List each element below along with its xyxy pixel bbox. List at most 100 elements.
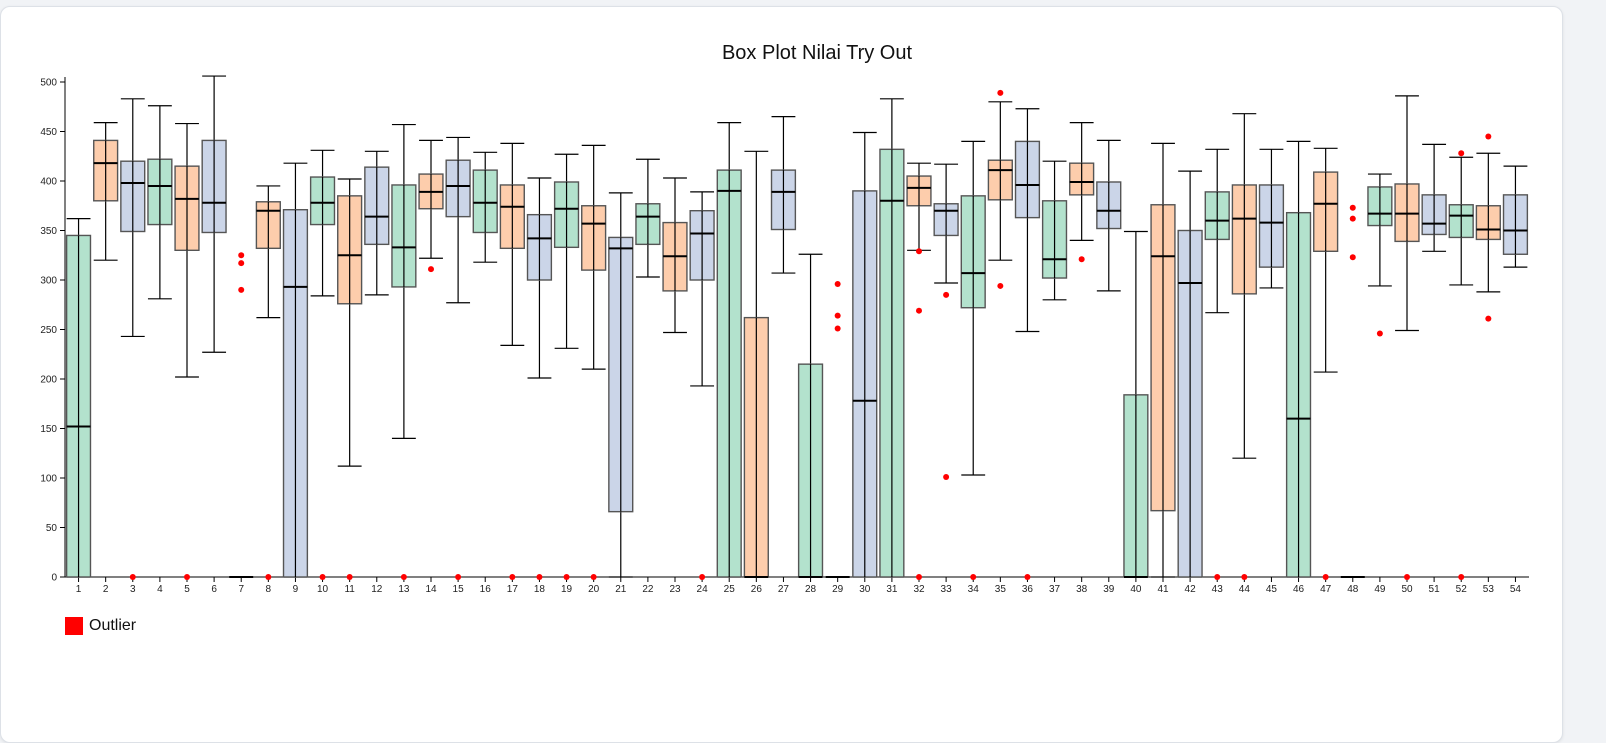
box-12 — [364, 150, 390, 296]
x-tick-label: 16 — [480, 584, 492, 595]
box-27 — [770, 116, 797, 274]
box-32 — [906, 162, 932, 580]
box-16 — [472, 151, 498, 263]
y-tick-label: 250 — [40, 325, 57, 336]
box-30 — [852, 131, 878, 578]
outlier-point — [455, 574, 462, 580]
box-1 — [65, 218, 92, 578]
outlier-point — [184, 574, 190, 580]
box-18 — [526, 177, 553, 580]
x-tick-label: 19 — [561, 584, 573, 595]
outlier-point — [428, 266, 434, 273]
y-tick-label: 0 — [51, 573, 57, 584]
outlier-point — [1458, 150, 1465, 157]
x-tick-label: 33 — [941, 584, 953, 595]
box-5 — [174, 122, 200, 580]
x-tick-label: 1 — [76, 584, 82, 595]
outlier-point — [834, 280, 841, 287]
outlier-point — [943, 474, 950, 481]
box-52 — [1448, 150, 1474, 580]
box-15 — [445, 136, 471, 580]
x-tick-label: 49 — [1374, 584, 1386, 595]
box-31 — [879, 98, 905, 578]
outlier-point — [997, 282, 1004, 289]
boxes — [65, 75, 1529, 580]
x-tick-label: 32 — [913, 584, 925, 595]
x-tick-label: 45 — [1266, 584, 1278, 595]
x-tick-label: 27 — [778, 584, 790, 595]
box-37 — [1041, 160, 1068, 301]
box-21 — [608, 192, 634, 578]
x-tick-label: 42 — [1185, 584, 1197, 595]
x-tick-label: 47 — [1320, 584, 1332, 595]
x-tick-label: 53 — [1483, 584, 1495, 595]
x-tick-label: 48 — [1347, 584, 1359, 595]
outlier-point — [1349, 254, 1356, 261]
outlier-point — [590, 574, 597, 580]
x-tick-label: 50 — [1401, 584, 1413, 595]
x-tick-label: 10 — [317, 584, 329, 595]
box-46 — [1285, 140, 1312, 578]
box-33 — [933, 163, 959, 481]
x-tick-label: 43 — [1212, 584, 1224, 595]
x-tick-label: 15 — [453, 584, 465, 595]
y-tick-label: 400 — [40, 177, 57, 188]
outlier-point — [699, 574, 706, 580]
outlier-point — [834, 325, 841, 332]
x-tick-label: 38 — [1076, 584, 1088, 595]
box-24 — [689, 191, 715, 580]
outlier-point — [970, 574, 977, 580]
outlier-point — [1376, 330, 1383, 337]
x-tick-label: 54 — [1510, 584, 1522, 595]
box-8 — [255, 185, 281, 580]
outlier-point — [1024, 574, 1031, 580]
box-2 — [93, 121, 119, 261]
box-34 — [960, 140, 986, 580]
x-tick-label: 13 — [398, 584, 410, 595]
box-20 — [581, 144, 607, 580]
x-tick-label: 22 — [642, 584, 654, 595]
x-tick-label: 36 — [1022, 584, 1034, 595]
x-tick-label: 28 — [805, 584, 817, 595]
box-42 — [1177, 170, 1203, 578]
x-tick-label: 17 — [507, 584, 519, 595]
x-tick-label: 40 — [1130, 584, 1142, 595]
legend: Outlier — [65, 617, 136, 635]
outlier-point — [346, 574, 353, 580]
outlier-point — [916, 307, 922, 314]
x-tick-label: 44 — [1239, 584, 1251, 595]
y-tick-label: 200 — [40, 375, 57, 386]
box-25 — [716, 121, 742, 578]
x-tick-label: 21 — [615, 584, 627, 595]
x-tick-label: 14 — [425, 584, 437, 595]
box-9 — [282, 162, 309, 578]
x-tick-label: 5 — [184, 584, 190, 595]
box-13 — [391, 123, 417, 580]
outlier-point — [1404, 574, 1410, 580]
outlier-point — [1078, 256, 1085, 263]
outlier-point — [1349, 204, 1356, 211]
x-tick-label: 39 — [1103, 584, 1115, 595]
outlier-point — [1458, 574, 1465, 580]
outlier-point — [129, 574, 136, 580]
box-17 — [499, 142, 525, 580]
box-28 — [797, 253, 824, 578]
y-tick-label: 500 — [40, 78, 57, 89]
x-tick-label: 20 — [588, 584, 600, 595]
outlier-point — [916, 574, 922, 580]
box-14 — [418, 139, 444, 273]
x-tick-label: 24 — [697, 584, 709, 595]
box-23 — [662, 177, 688, 334]
box-22 — [635, 158, 661, 278]
box-47 — [1313, 147, 1339, 580]
x-tick-label: 29 — [832, 584, 844, 595]
box-10 — [309, 149, 336, 580]
outlier-point — [319, 574, 326, 580]
outlier-point — [834, 312, 841, 319]
box-40 — [1123, 230, 1149, 578]
y-tick-label: 50 — [46, 523, 58, 534]
x-tick-label: 12 — [371, 584, 383, 595]
y-tick-label: 100 — [40, 474, 57, 485]
x-tick-label: 26 — [751, 584, 763, 595]
